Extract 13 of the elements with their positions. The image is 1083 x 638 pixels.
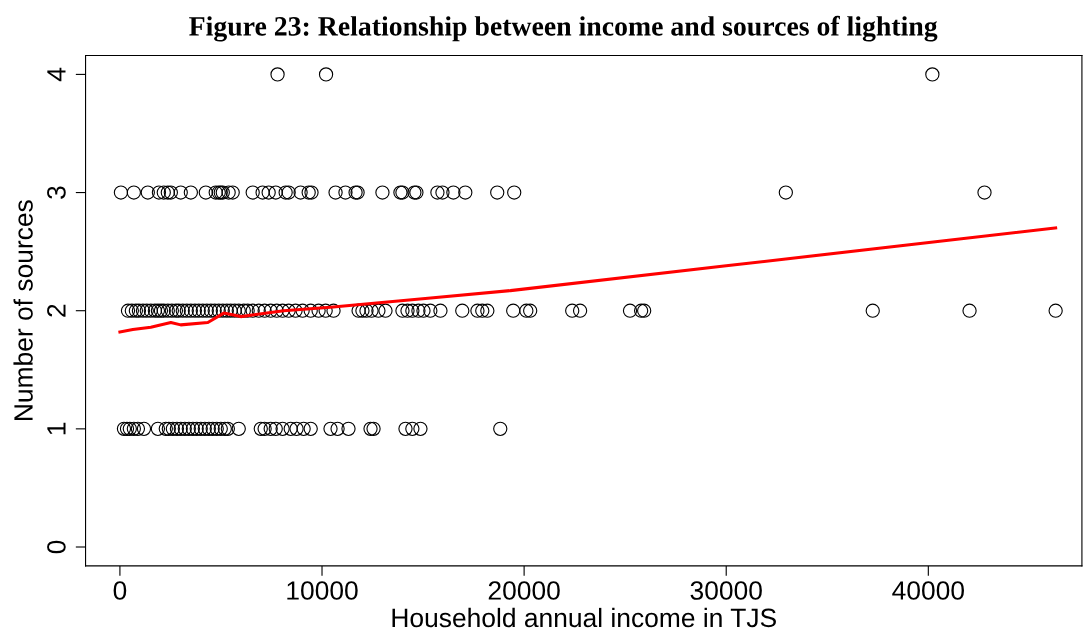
y-tick-label: 2 (47, 304, 66, 317)
x-tick-label: 40000 (892, 581, 964, 600)
y-tick-label: 1 (47, 422, 66, 435)
x-tick-label: 30000 (690, 581, 762, 600)
x-axis-title: Household annual income in TJS (392, 607, 776, 628)
x-tick-label: 0 (113, 581, 127, 600)
y-axis-title: Number of sources (13, 200, 33, 420)
y-tick-label: 0 (47, 540, 66, 554)
x-tick-label: 10000 (287, 581, 358, 600)
y-tick-label: 4 (47, 67, 66, 82)
x-tick-label: 20000 (488, 581, 560, 600)
chart-title: Figure 23: Relationship between income and sources of lighting (189, 15, 938, 42)
y-tick-label: 3 (47, 186, 66, 199)
